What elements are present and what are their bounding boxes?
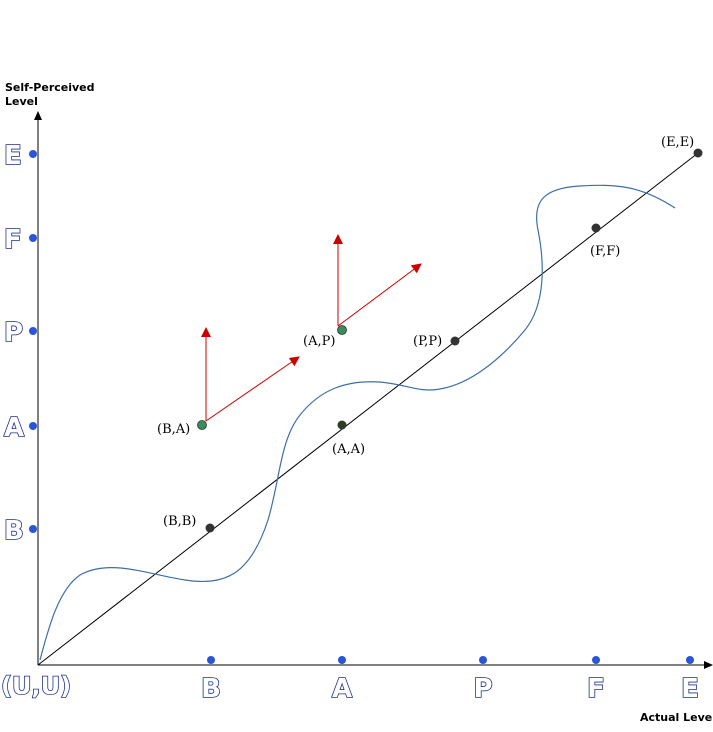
point-ap: (A,P) [303,325,347,349]
x-axis-title: Actual Level [640,711,713,724]
y-tick-p: P [3,317,37,349]
point-ee-label: (E,E) [661,135,694,150]
y-tick-dot [29,525,37,533]
x-tick-b: B [200,656,222,705]
point-aa-dot [337,420,347,430]
point-pp-dot [450,336,460,346]
point-ff: (F,F) [590,223,620,259]
y-tick-dot [29,422,37,430]
point-ee: (E,E) [661,135,703,158]
point-ap-label: (A,P) [303,334,335,349]
point-bb: (B,B) [163,514,215,533]
y-tick-dot [29,234,37,242]
point-aa-label: (A,A) [332,442,365,457]
y-tick-e: E [3,140,37,172]
point-aa: (A,A) [332,420,365,457]
point-pp-label: (P,P) [413,334,442,349]
x-tick-label: P [473,674,492,704]
y-tick-dot [29,150,37,158]
y-axis-title-line2: Level [5,95,38,108]
y-tick-label: E [4,141,22,171]
point-bb-label: (B,B) [163,514,196,529]
y-axis-title-line1: Self-Perceived [5,81,95,94]
x-tick-label: A [332,674,352,704]
x-tick-dot [338,656,346,664]
point-ff-label: (F,F) [590,244,620,259]
y-tick-label: A [4,413,24,443]
diagonal-line [37,152,699,666]
x-tick-label: F [587,674,605,704]
x-tick-label: E [681,674,699,704]
perception-curve [39,184,676,661]
x-tick-a: A [331,656,353,705]
y-tick-label: B [4,516,24,546]
y-tick-label: P [4,318,23,348]
point-ff-dot [591,223,601,233]
point-pp: (P,P) [413,334,460,349]
x-tick-dot [592,656,600,664]
y-tick-f: F [3,224,37,256]
x-tick-dot [207,656,215,664]
y-tick-b: B [3,515,37,547]
point-ba: (B,A) [157,420,207,437]
x-tick-f: F [586,656,606,705]
origin-label: (U,U) [1,672,71,700]
point-ap-dot [337,325,347,335]
point-bb-dot [205,523,215,533]
arrow-ap-diag [337,263,422,327]
y-tick-label: F [4,225,22,255]
x-tick-p: P [473,656,493,705]
x-tick-e: E [680,656,700,705]
y-tick-dot [29,327,37,335]
x-tick-dot [686,656,694,664]
x-tick-dot [479,656,487,664]
point-ba-label: (B,A) [157,422,190,437]
y-tick-a: A [3,412,37,444]
point-ee-dot [693,148,703,158]
arrow-ba-diag [205,356,300,422]
point-ba-dot [197,420,207,430]
x-tick-label: B [201,674,221,704]
